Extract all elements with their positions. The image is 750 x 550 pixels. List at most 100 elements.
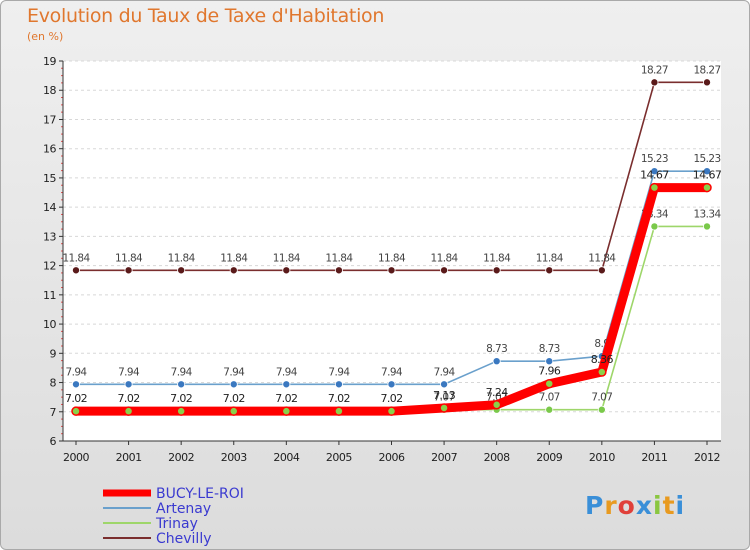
logo-letter: r [604, 491, 618, 520]
x-tick-label: 2002 [168, 451, 194, 464]
data-point [440, 380, 449, 389]
y-tick-label: 16 [43, 143, 56, 156]
y-tick-label: 6 [50, 435, 57, 448]
data-point [703, 167, 712, 176]
data-label: 11.84 [273, 252, 301, 264]
data-point [440, 266, 449, 275]
data-label: 7.02 [328, 392, 350, 405]
data-label: 11.84 [483, 252, 511, 264]
data-label: 7.94 [381, 366, 403, 378]
logo-letter: o [617, 491, 636, 520]
logo-letter: i [653, 491, 663, 520]
data-point [124, 266, 133, 275]
data-label: 11.84 [588, 252, 616, 264]
data-point [649, 182, 660, 193]
chart-title: Evolution du Taux de Taxe d'Habitation [27, 5, 385, 27]
data-label: 7.02 [118, 392, 140, 405]
data-label: 14.67 [640, 169, 669, 182]
data-point [597, 266, 606, 275]
data-label: 7.07 [591, 392, 612, 404]
proxiti-logo[interactable]: Proxiti [585, 491, 685, 520]
x-tick-label: 2001 [116, 451, 142, 464]
data-label: 7.94 [171, 366, 193, 378]
logo-letter: i [675, 491, 686, 520]
y-tick-label: 8 [50, 377, 57, 390]
data-point [177, 380, 186, 389]
data-label: 7.02 [170, 392, 192, 405]
data-point [229, 380, 238, 389]
data-point [650, 167, 659, 176]
y-tick-label: 7 [50, 406, 57, 419]
data-point [123, 406, 134, 416]
data-point [177, 266, 186, 275]
data-point [597, 405, 606, 414]
y-tick-label: 15 [43, 172, 56, 185]
data-label: 7.96 [538, 365, 561, 378]
data-label: 11.84 [325, 252, 353, 264]
logo-letter: x [635, 491, 653, 520]
data-point [334, 406, 344, 416]
data-label: 11.84 [62, 252, 90, 264]
data-label: 18.27 [693, 64, 720, 76]
data-label: 11.84 [431, 252, 459, 264]
data-label: 8.73 [539, 343, 560, 355]
x-tick-label: 2003 [221, 451, 247, 464]
data-label: 7.24 [486, 386, 509, 399]
data-point [491, 400, 502, 410]
x-tick-label: 2000 [63, 451, 89, 464]
data-point [703, 222, 712, 231]
data-point [229, 406, 239, 416]
data-label: 14.67 [693, 169, 722, 182]
x-tick-label: 2009 [536, 451, 562, 464]
data-point [72, 380, 81, 389]
data-label: 11.84 [115, 252, 143, 264]
y-tick-label: 19 [43, 55, 56, 68]
data-point [229, 266, 238, 275]
legend-label: BUCY-LE-ROI [156, 486, 244, 502]
data-point [71, 406, 81, 416]
data-label: 7.02 [380, 392, 402, 405]
data-point [72, 266, 81, 275]
x-tick-label: 2010 [589, 451, 615, 464]
data-label: 7.13 [433, 389, 456, 402]
y-tick-label: 17 [43, 113, 56, 126]
data-label: 7.02 [223, 392, 245, 405]
data-label: 7.94 [223, 366, 245, 378]
legend-label: Trinay [155, 516, 198, 532]
data-label: 7.02 [275, 392, 297, 405]
data-point [545, 357, 554, 366]
data-point [545, 266, 554, 275]
x-tick-label: 2012 [694, 451, 720, 464]
data-point [387, 266, 396, 275]
data-label: 15.23 [693, 153, 720, 165]
data-label: 8.73 [486, 343, 507, 355]
data-label: 7.94 [328, 366, 350, 378]
data-label: 7.07 [434, 392, 455, 404]
data-point [176, 406, 186, 416]
data-point [282, 266, 291, 275]
x-tick-label: 2006 [379, 451, 405, 464]
data-label: 15.23 [641, 153, 668, 165]
data-label: 7.07 [539, 392, 560, 404]
data-label: 11.84 [536, 252, 564, 264]
legend-label: Chevilly [156, 531, 212, 547]
data-label: 11.84 [220, 252, 248, 264]
data-point [386, 406, 397, 416]
data-point [282, 380, 291, 389]
data-point [281, 406, 292, 416]
y-tick-label: 11 [43, 289, 56, 302]
data-label: 11.84 [168, 252, 196, 264]
data-point [124, 380, 133, 389]
data-point [597, 367, 607, 377]
y-tick-label: 12 [43, 260, 56, 273]
y-tick-label: 9 [50, 347, 57, 360]
data-point [439, 403, 449, 413]
data-point [492, 357, 501, 366]
data-label: 7.94 [434, 366, 456, 378]
x-tick-label: 2008 [484, 451, 510, 464]
data-point [650, 78, 659, 87]
data-label: 7.94 [66, 366, 88, 378]
data-label: 18.27 [641, 64, 668, 76]
chart-subtitle: (en %) [27, 30, 64, 43]
x-tick-label: 2011 [641, 451, 667, 464]
